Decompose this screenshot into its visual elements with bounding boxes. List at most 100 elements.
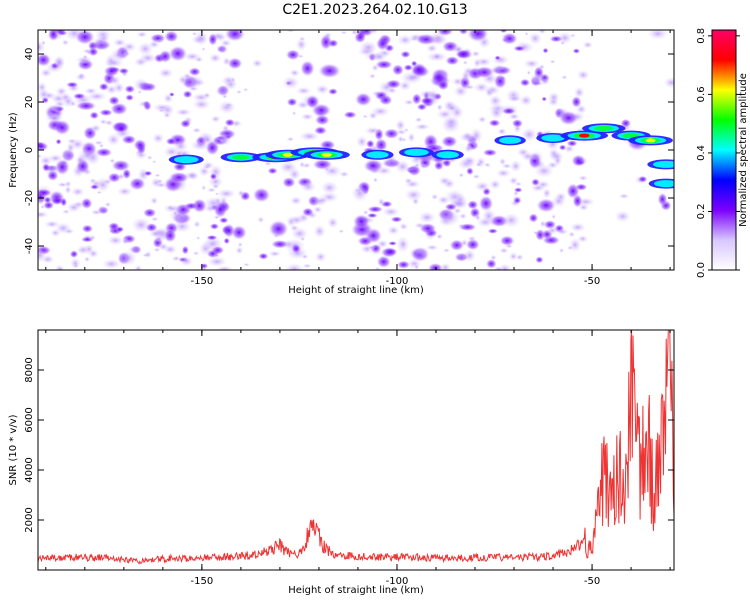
spectrogram-noise-blob bbox=[340, 30, 348, 35]
spectrogram-noise-blob bbox=[202, 266, 207, 270]
spectrogram-noise-blob bbox=[563, 144, 575, 154]
spectrogram-noise-blob bbox=[469, 127, 483, 144]
spectrogram-noise-blob bbox=[107, 172, 122, 183]
spectrogram-noise-blob bbox=[86, 50, 92, 55]
spectrogram-noise-blob bbox=[319, 34, 333, 51]
spectrogram-noise-blob bbox=[281, 75, 300, 90]
spectrogram-noise-blob bbox=[72, 92, 86, 100]
spectrogram-noise-blob bbox=[198, 165, 211, 177]
spectrogram-noise-blob bbox=[475, 162, 483, 168]
spectrogram-noise-blob bbox=[38, 211, 49, 219]
spectrogram-noise-blob bbox=[482, 148, 498, 157]
spectrogram-noise-blob bbox=[508, 112, 520, 121]
spectrogram-noise-blob bbox=[618, 193, 630, 199]
spectrogram-noise-blob bbox=[289, 68, 301, 78]
snr-x-axis-label: Height of straight line (km) bbox=[288, 585, 424, 596]
spectrogram-noise-blob bbox=[188, 67, 201, 77]
spectrogram-noise-blob bbox=[168, 45, 188, 62]
spectrogram-noise-blob bbox=[511, 119, 524, 128]
spectrogram-noise-blob bbox=[314, 251, 327, 263]
spectrogram-noise-blob bbox=[343, 111, 357, 119]
spectrogram-noise-blob bbox=[548, 150, 564, 162]
spectrogram-noise-blob bbox=[75, 101, 97, 111]
spectrogram-noise-blob bbox=[289, 196, 303, 206]
spectrogram-noise-blob bbox=[295, 37, 308, 52]
spectrogram-noise-blob bbox=[158, 67, 174, 79]
snr-frame bbox=[37, 329, 675, 571]
spectrogram-noise-blob bbox=[237, 241, 243, 248]
spectrogram-noise-blob bbox=[560, 40, 566, 46]
spectrogram-noise-blob bbox=[179, 255, 194, 267]
spectrogram-noise-blob bbox=[462, 60, 468, 66]
spectrogram-noise-blob bbox=[520, 127, 538, 142]
spectrogram-noise-blob bbox=[437, 80, 450, 91]
spectrogram-noise-blob bbox=[474, 66, 495, 79]
spectrogram-noise-blob bbox=[38, 40, 46, 54]
spectrogram-noise-blob bbox=[243, 87, 249, 92]
spectrogram-noise-blob bbox=[442, 248, 451, 253]
spectrogram-noise-blob bbox=[462, 155, 477, 167]
spectrogram-noise-blob bbox=[181, 245, 189, 255]
spectrogram-noise-blob bbox=[212, 183, 220, 190]
spectrogram-noise-blob bbox=[286, 97, 298, 107]
spectrogram-noise-blob bbox=[578, 175, 589, 182]
spectrogram-noise-blob bbox=[121, 41, 137, 52]
spectrogram-noise-blob bbox=[219, 217, 229, 224]
spectrogram-noise-blob bbox=[201, 185, 207, 191]
spectrogram-signal-mid bbox=[653, 180, 674, 188]
spectrogram-noise-blob bbox=[48, 30, 59, 42]
spectrogram-noise-blob bbox=[352, 214, 370, 229]
spectrogram-noise-blob bbox=[121, 238, 131, 244]
spectrogram-ticks: -150 -100 -50 -40 -20 0 20 40 bbox=[24, 30, 674, 287]
spectrogram-noise-blob bbox=[549, 59, 556, 64]
spectrogram-noise-blob bbox=[375, 36, 390, 51]
spectrogram-noise-blob bbox=[284, 262, 305, 270]
spectrogram-noise-blob bbox=[46, 170, 59, 181]
spectrogram-noise-blob bbox=[310, 195, 329, 207]
spectrogram-noise-blob bbox=[374, 267, 381, 270]
spectrogram-noise-blob bbox=[124, 85, 136, 94]
spectrogram-noise-blob bbox=[257, 216, 265, 224]
spectrogram-noise-blob bbox=[98, 82, 109, 91]
spectrogram-noise-blob bbox=[549, 35, 563, 43]
spectrogram-noise-blob bbox=[237, 189, 245, 197]
spectrogram-noise-blob bbox=[89, 178, 97, 184]
spectrogram-noise-blob bbox=[40, 204, 45, 209]
spectrogram-noise-blob bbox=[398, 80, 412, 91]
spectrogram-noise-blob bbox=[92, 35, 109, 48]
spectrogram-noise-blob bbox=[551, 214, 556, 220]
spectrogram-noise-blob bbox=[319, 139, 336, 151]
spectrogram-noise-blob bbox=[620, 118, 632, 128]
spectrogram-noise-blob bbox=[44, 220, 60, 229]
spectrogram-signal-mid bbox=[404, 148, 429, 156]
spectrogram-noise-blob bbox=[163, 244, 178, 255]
spectrogram-noise-blob bbox=[437, 30, 454, 36]
snr-y-axis-label: SNR (10 * v/v) bbox=[8, 414, 19, 485]
spectrogram-noise-blob bbox=[372, 177, 378, 183]
spectrogram-signal-mid bbox=[652, 160, 674, 168]
spectrogram-noise-blob bbox=[258, 252, 269, 260]
spectrogram-noise-blob bbox=[376, 255, 391, 268]
spectrogram-noise-blob bbox=[478, 195, 494, 212]
spectrogram-noise-blob bbox=[371, 51, 388, 63]
spectrogram-noise-blob bbox=[442, 158, 452, 168]
spectrogram-noise-blob bbox=[371, 64, 380, 72]
spectrogram-noise-blob bbox=[38, 247, 47, 263]
spectrogram-noise-blob bbox=[569, 222, 586, 233]
spectrogram-x-tick-label: -150 bbox=[191, 276, 214, 287]
spectrogram-noise-blob bbox=[154, 234, 163, 243]
spectrogram-noise-blob bbox=[443, 115, 460, 129]
spectrogram-noise-blob bbox=[542, 187, 552, 199]
spectrogram-noise-blob bbox=[231, 225, 247, 240]
spectrogram-noise-blob bbox=[301, 254, 309, 260]
spectrogram-noise-blob bbox=[235, 90, 243, 94]
spectrogram-noise-blob bbox=[111, 159, 131, 172]
spectrogram-noise-blob bbox=[302, 263, 313, 269]
spectrogram-noise-blob bbox=[165, 137, 177, 146]
spectrogram-noise-blob bbox=[399, 222, 409, 231]
spectrogram-noise-blob bbox=[378, 94, 393, 106]
snr-background bbox=[38, 330, 674, 570]
spectrogram-noise-blob bbox=[224, 30, 246, 42]
spectrogram-noise-blob bbox=[315, 84, 330, 95]
spectrogram-noise-blob bbox=[513, 45, 526, 52]
